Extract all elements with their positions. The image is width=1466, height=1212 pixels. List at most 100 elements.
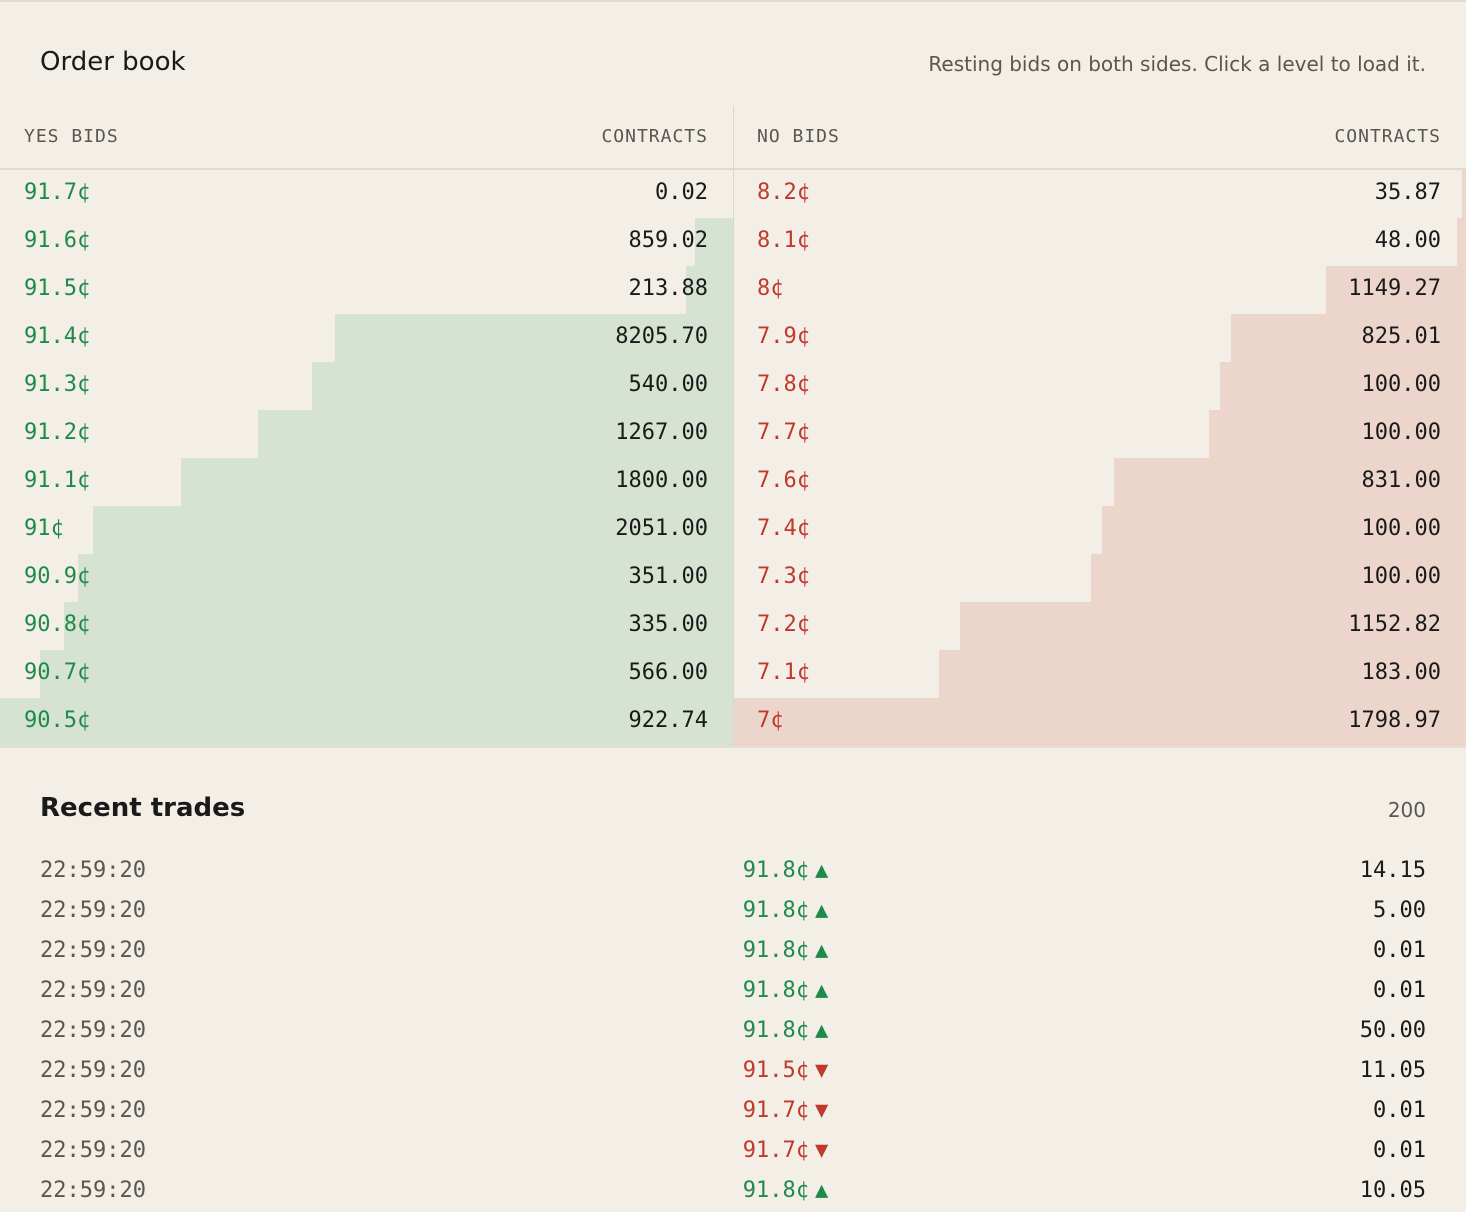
yes-bid-price: 91.3¢ — [24, 372, 90, 397]
triangle-up-icon: ▲ — [815, 978, 828, 1003]
order-book-subtitle: Resting bids on both sides. Click a leve… — [928, 52, 1426, 76]
yes-bid-price: 91.2¢ — [24, 420, 90, 445]
trade-contracts: 0.01 — [1373, 1098, 1426, 1123]
yes-bid-contracts: 1267.00 — [615, 420, 708, 445]
no-bid-price: 7.7¢ — [757, 420, 810, 445]
recent-trades-title: Recent trades — [40, 793, 245, 823]
no-bid-price: 8¢ — [757, 276, 784, 301]
no-bid-contracts: 100.00 — [1362, 564, 1441, 589]
yes-depth-bar — [0, 698, 733, 746]
yes-bid-level[interactable]: 91.4¢ 8205.70 — [0, 314, 733, 362]
trade-price: 91.8¢ — [703, 978, 809, 1003]
no-bid-price: 8.2¢ — [757, 180, 810, 205]
yes-bid-price: 91.6¢ — [24, 228, 90, 253]
trade-price: 91.8¢ — [703, 1178, 809, 1203]
yes-bid-contracts: 351.00 — [629, 564, 708, 589]
no-bid-level[interactable]: 7.3¢ 100.00 — [733, 554, 1466, 602]
no-bid-price: 7.1¢ — [757, 660, 810, 685]
triangle-down-icon: ▼ — [815, 1058, 828, 1083]
yes-bid-price: 90.5¢ — [24, 708, 90, 733]
trade-time: 22:59:20 — [40, 978, 146, 1003]
trade-contracts: 0.01 — [1373, 938, 1426, 963]
trade-contracts: 50.00 — [1360, 1018, 1426, 1043]
no-bid-level[interactable]: 7¢ 1798.97 — [733, 698, 1466, 746]
yes-bid-level[interactable]: 91.6¢859.02 — [0, 218, 733, 266]
no-depth-bar — [1457, 218, 1466, 266]
no-bid-level[interactable]: 8.2¢35.87 — [733, 170, 1466, 218]
yes-bid-contracts: 2051.00 — [615, 516, 708, 541]
yes-bid-level[interactable]: 91.3¢540.00 — [0, 362, 733, 410]
trade-contracts: 5.00 — [1373, 898, 1426, 923]
no-bid-level[interactable]: 8.1¢ 48.00 — [733, 218, 1466, 266]
trade-contracts: 0.01 — [1373, 978, 1426, 1003]
yes-bid-contracts: 922.74 — [629, 708, 708, 733]
triangle-down-icon: ▼ — [815, 1098, 828, 1123]
no-bid-level[interactable]: 7.8¢100.00 — [733, 362, 1466, 410]
yes-bid-price: 91.1¢ — [24, 468, 90, 493]
yes-bid-level[interactable]: 90.7¢566.00 — [0, 650, 733, 698]
triangle-up-icon: ▲ — [815, 898, 828, 923]
no-bid-level[interactable]: 7.7¢ 100.00 — [733, 410, 1466, 458]
yes-bid-contracts: 8205.70 — [615, 324, 708, 349]
no-bid-contracts: 831.00 — [1362, 468, 1441, 493]
order-book-divider — [733, 106, 734, 748]
no-bid-level[interactable]: 8¢ 1149.27 — [733, 266, 1466, 314]
no-bid-level[interactable]: 7.2¢1152.82 — [733, 602, 1466, 650]
trade-time: 22:59:20 — [40, 898, 146, 923]
trade-row: 22:59:20 91.7¢▼ 0.01 — [40, 1092, 1426, 1132]
trade-price: 91.8¢ — [703, 898, 809, 923]
trade-time: 22:59:20 — [40, 1138, 146, 1163]
trade-price: 91.8¢ — [703, 938, 809, 963]
trade-price: 91.7¢ — [703, 1098, 809, 1123]
trade-contracts: 14.15 — [1360, 858, 1426, 883]
order-book-header: Order book Resting bids on both sides. C… — [40, 40, 1426, 88]
yes-bid-price: 91¢ — [24, 516, 64, 541]
no-bid-contracts: 100.00 — [1362, 420, 1441, 445]
no-bid-price: 7¢ — [757, 708, 784, 733]
yes-bid-level[interactable]: 91.7¢0.02 — [0, 170, 733, 218]
trade-contracts: 10.05 — [1360, 1178, 1426, 1203]
trade-price: 91.8¢ — [703, 858, 809, 883]
yes-bid-level[interactable]: 91¢ 2051.00 — [0, 506, 733, 554]
no-bid-price: 8.1¢ — [757, 228, 810, 253]
no-contracts-label: CONTRACTS — [1334, 126, 1441, 147]
yes-bid-contracts: 1800.00 — [615, 468, 708, 493]
no-bid-price: 7.3¢ — [757, 564, 810, 589]
triangle-up-icon: ▲ — [815, 858, 828, 883]
yes-bid-price: 91.4¢ — [24, 324, 90, 349]
triangle-up-icon: ▲ — [815, 1178, 828, 1203]
no-bid-level[interactable]: 7.1¢183.00 — [733, 650, 1466, 698]
yes-bids-column-header: YES BIDS CONTRACTS — [0, 106, 733, 170]
yes-bid-level[interactable]: 91.2¢ 1267.00 — [0, 410, 733, 458]
yes-bid-level[interactable]: 90.9¢351.00 — [0, 554, 733, 602]
yes-bid-price: 91.5¢ — [24, 276, 90, 301]
no-bid-level[interactable]: 7.9¢825.01 — [733, 314, 1466, 362]
no-bid-contracts: 1798.97 — [1348, 708, 1441, 733]
trade-time: 22:59:20 — [40, 938, 146, 963]
yes-bid-level[interactable]: 91.5¢213.88 — [0, 266, 733, 314]
no-bid-level[interactable]: 7.4¢100.00 — [733, 506, 1466, 554]
yes-bids-label: YES BIDS — [24, 126, 119, 147]
yes-bid-level[interactable]: 90.8¢335.00 — [0, 602, 733, 650]
no-bid-contracts: 48.00 — [1375, 228, 1441, 253]
no-bid-contracts: 1149.27 — [1348, 276, 1441, 301]
yes-bid-level[interactable]: 91.1¢ 1800.00 — [0, 458, 733, 506]
trade-row: 22:59:20 91.8¢▲ 0.01 — [40, 972, 1426, 1012]
no-bid-price: 7.9¢ — [757, 324, 810, 349]
order-book-title: Order book — [40, 47, 186, 77]
yes-bid-level[interactable]: 90.5¢ 922.74 — [0, 698, 733, 746]
trade-time: 22:59:20 — [40, 1098, 146, 1123]
triangle-down-icon: ▼ — [815, 1138, 828, 1163]
no-bid-contracts: 100.00 — [1362, 372, 1441, 397]
no-bid-level[interactable]: 7.6¢831.00 — [733, 458, 1466, 506]
no-depth-bar — [1462, 170, 1466, 218]
